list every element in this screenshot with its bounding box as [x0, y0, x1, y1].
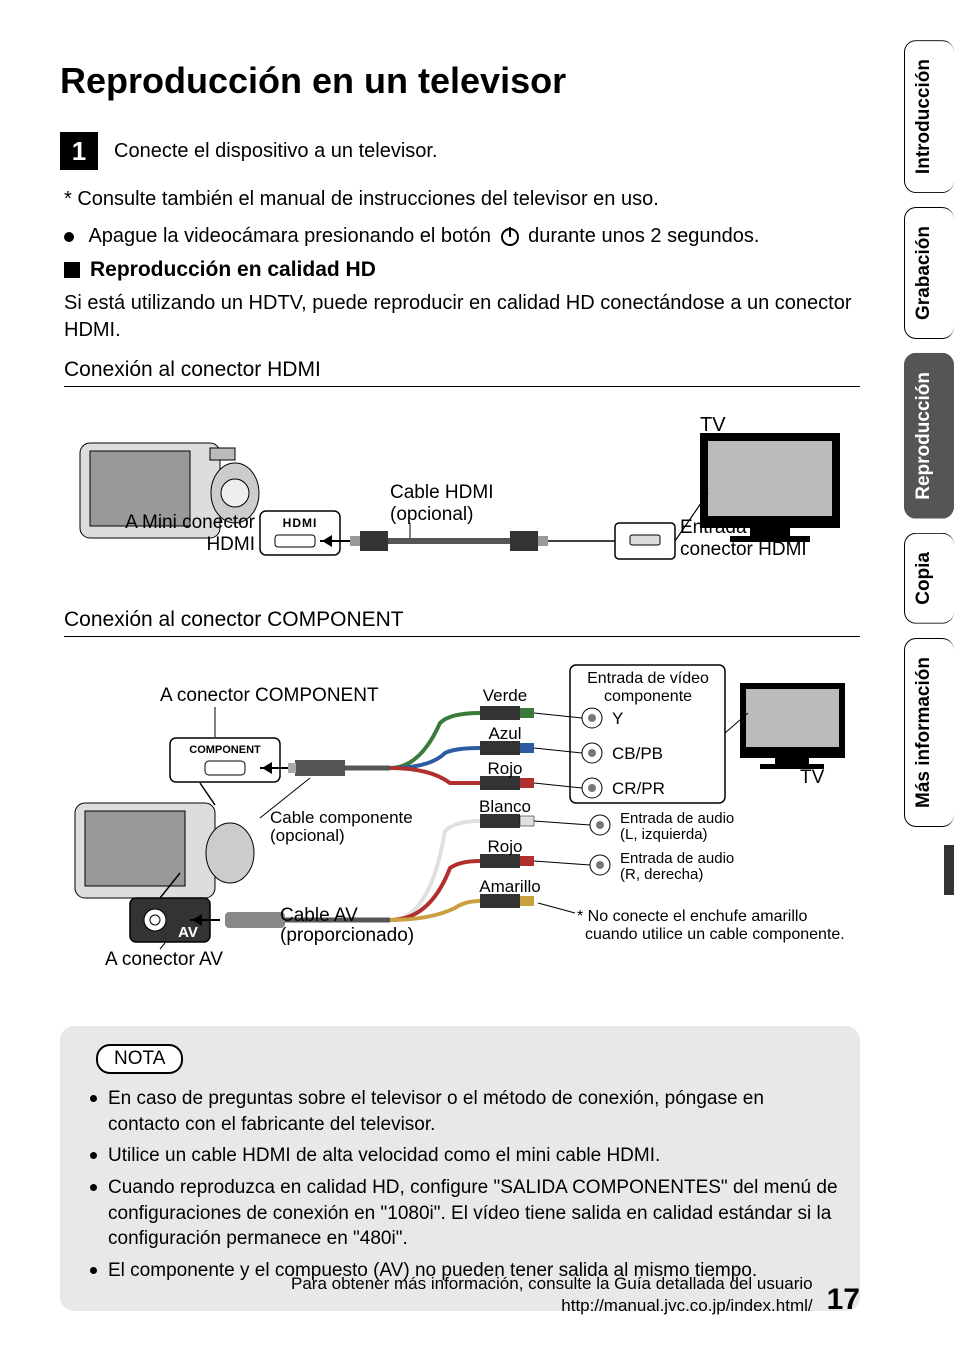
- component-port-label: COMPONENT: [189, 744, 261, 756]
- color-azul-label: Azul: [488, 724, 521, 743]
- tv-icon: [740, 683, 845, 769]
- component-port-icon: COMPONENT: [170, 738, 280, 805]
- power-icon: [501, 228, 519, 246]
- hdmi-cable-icon: [350, 531, 548, 551]
- a-con-av-label: A conector AV: [105, 949, 223, 970]
- yellow-warn-2: cuando utilice un cable componente.: [585, 926, 845, 943]
- tv-label: TV: [700, 414, 726, 436]
- nota-list: En caso de preguntas sobre el televisor …: [80, 1086, 840, 1283]
- bullet-dot-icon: [64, 232, 74, 242]
- step-text: Conecte el dispositivo a un televisor.: [114, 140, 438, 163]
- hd-section-heading: Reproducción en calidad HD: [64, 258, 860, 282]
- a-comp-conn-label: A conector COMPONENT: [160, 685, 379, 706]
- audio-l-1: Entrada de audio: [620, 810, 734, 827]
- cable-av-1: Cable AV: [280, 905, 358, 926]
- component-diagram: COMPONENT AV: [60, 643, 850, 1003]
- footer-text: Para obtener más información, consulte l…: [291, 1273, 813, 1317]
- hdmi-port-icon: HDMI: [260, 511, 340, 555]
- nota-label: NOTA: [96, 1044, 183, 1074]
- page-title: Reproducción en un televisor: [60, 60, 860, 102]
- hd-body-text: Si está utilizando un HDTV, puede reprod…: [64, 290, 860, 344]
- camera-icon: [75, 803, 254, 898]
- audio-l-2: (L, izquierda): [620, 826, 708, 843]
- footer-line-1: Para obtener más información, consulte l…: [291, 1273, 813, 1295]
- component-cable-icon: [288, 713, 480, 783]
- nota-item: Cuando reproduzca en calidad HD, configu…: [90, 1175, 840, 1252]
- tab-introduccion[interactable]: Introducción: [904, 40, 954, 193]
- poweroff-post: durante unos 2 segundos.: [528, 225, 759, 247]
- jack-cbpb-label: CB/PB: [612, 744, 663, 763]
- color-blanco-label: Blanco: [479, 797, 531, 816]
- tab-spine-marker: [944, 845, 954, 895]
- cable-hdmi-optional: (opcional): [390, 504, 473, 525]
- footer-line-2: http://manual.jvc.co.jp/index.html/: [291, 1295, 813, 1317]
- cable-comp-2: (opcional): [270, 826, 345, 845]
- hdmi-diagram: HDMI: [60, 393, 850, 593]
- nota-item: Utilice un cable HDMI de alta velocidad …: [90, 1143, 840, 1169]
- cable-comp-1: Cable componente: [270, 808, 413, 827]
- component-diagram-title: Conexión al conector COMPONENT: [64, 608, 860, 637]
- ent-vid-comp-1: Entrada de vídeo: [587, 670, 709, 687]
- color-rojo2-label: Rojo: [488, 837, 523, 856]
- poweroff-instruction: Apague la videocámara presionando el bot…: [64, 225, 860, 248]
- av-port-label: AV: [178, 924, 198, 941]
- page-footer: Para obtener más información, consulte l…: [60, 1273, 860, 1317]
- color-rojo-label: Rojo: [488, 759, 523, 778]
- rca-plugs: Verde Azul Rojo Blanco Rojo Amarillo: [479, 686, 541, 908]
- square-bullet-icon: [64, 262, 80, 278]
- entrada-hdmi-1: Entrada del: [680, 517, 777, 538]
- jack-y-label: Y: [612, 709, 623, 728]
- step-number: 1: [60, 132, 98, 170]
- yellow-warn-1: * No conecte el enchufe amarillo: [577, 908, 807, 925]
- mini-conn-label-2: HDMI: [206, 534, 255, 555]
- tab-grabacion[interactable]: Grabación: [904, 207, 954, 339]
- hd-head-text: Reproducción en calidad HD: [90, 258, 376, 281]
- jack-crpr-label: CR/PR: [612, 779, 665, 798]
- hdmi-diagram-title: Conexión al conector HDMI: [64, 358, 860, 387]
- mini-conn-label-1: A Mini conector: [125, 512, 256, 533]
- tab-mas-informacion[interactable]: Más información: [904, 638, 954, 827]
- audio-r-1: Entrada de audio: [620, 850, 734, 867]
- jack-cbpb: CB/PB: [582, 743, 663, 763]
- jack-audio-r: Entrada de audio (R, derecha): [590, 850, 734, 883]
- content-area: Reproducción en un televisor 1 Conecte e…: [60, 60, 860, 1311]
- page-number: 17: [827, 1283, 860, 1317]
- cable-av-2: (proporcionado): [280, 925, 414, 946]
- color-verde-label: Verde: [483, 686, 527, 705]
- hdmi-logo-text: HDMI: [283, 516, 318, 530]
- audio-r-2: (R, derecha): [620, 866, 703, 883]
- tv-label-2: TV: [800, 767, 825, 788]
- nota-box: NOTA En caso de preguntas sobre el telev…: [60, 1026, 860, 1311]
- jack-audio-l: Entrada de audio (L, izquierda): [590, 810, 734, 843]
- tab-reproduccion[interactable]: Reproducción: [904, 353, 954, 519]
- nota-item: En caso de preguntas sobre el televisor …: [90, 1086, 840, 1137]
- ent-vid-comp-2: componente: [604, 688, 692, 705]
- manual-page: Introducción Grabación Reproducción Copi…: [0, 0, 954, 1357]
- tab-copia[interactable]: Copia: [904, 533, 954, 624]
- entrada-hdmi-2: conector HDMI: [680, 539, 807, 560]
- step-1: 1 Conecte el dispositivo a un televisor.: [60, 132, 860, 170]
- jack-crpr: CR/PR: [582, 778, 665, 798]
- side-tabs: Introducción Grabación Reproducción Copi…: [904, 40, 954, 895]
- color-amarillo-label: Amarillo: [479, 877, 540, 896]
- poweroff-pre: Apague la videocámara presionando el bot…: [88, 225, 491, 247]
- cable-hdmi-label: Cable HDMI: [390, 482, 493, 503]
- reference-note: * Consulte también el manual de instrucc…: [64, 188, 860, 211]
